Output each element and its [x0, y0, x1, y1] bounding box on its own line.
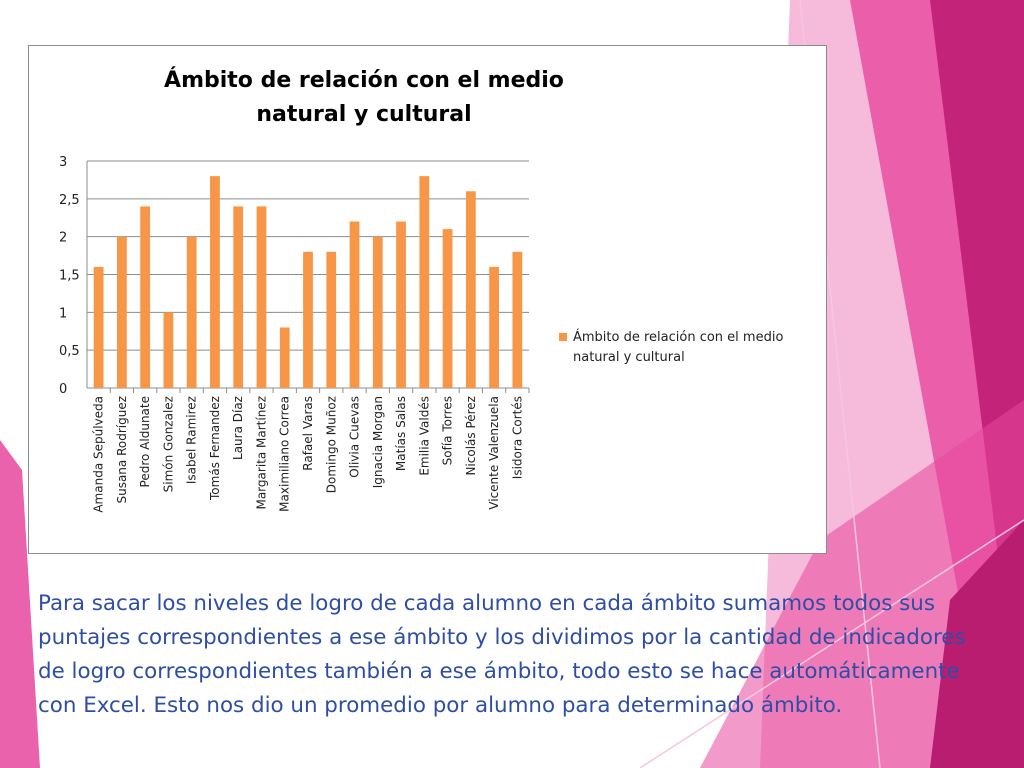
- legend-label: Ámbito de relación con el medio natural …: [573, 330, 784, 365]
- x-category-label: Isabel Ramirez: [185, 396, 199, 484]
- bar: [512, 251, 523, 388]
- bar-chart: 0 0,5 1 1,5 2 2,5 3 Amanda Sepúlveda Susana Rodr…: [59, 155, 530, 513]
- bar: [419, 176, 430, 388]
- bar: [186, 236, 197, 388]
- x-category-label: Ignacia Morgan: [371, 396, 385, 488]
- y-tick-label: 0,5: [59, 344, 80, 359]
- explanation-paragraph: Para sacar los niveles de logro de cada …: [38, 591, 966, 718]
- bar: [117, 236, 127, 388]
- bar: [465, 191, 476, 388]
- x-category-label: Laura Díaz: [231, 396, 245, 460]
- x-category-label: Rafael Varas: [301, 396, 315, 471]
- bar: [489, 266, 499, 388]
- bar: [210, 176, 220, 388]
- x-category-label: Matías Salas: [394, 396, 408, 471]
- bar: [349, 221, 360, 388]
- y-tick-label: 3: [59, 155, 67, 170]
- x-category-label: Simón Gonzalez: [161, 396, 175, 492]
- x-category-label: Amanda Sepúlveda: [92, 396, 106, 513]
- thin-line-b: [639, 519, 1024, 768]
- x-category-label: Olivia Cuevas: [348, 396, 362, 478]
- x-category-label: Vicente Valenzuela: [487, 396, 501, 510]
- bar: [256, 206, 267, 388]
- bar: [140, 206, 151, 388]
- y-tick-label: 1,5: [59, 269, 80, 284]
- bar: [93, 266, 104, 388]
- x-category-label: Margarita Martínez: [254, 396, 268, 510]
- bar: [372, 236, 383, 388]
- bar: [303, 251, 313, 388]
- bar: [279, 327, 290, 388]
- y-tick-label: 1: [59, 306, 67, 321]
- bar: [233, 206, 244, 388]
- magenta-triangle-low: [930, 520, 1024, 768]
- x-category-label: Isidora Cortés: [510, 396, 524, 479]
- x-category-label: Pedro Aldunate: [138, 396, 152, 487]
- x-category-label: Nicolás Pérez: [464, 396, 478, 476]
- bar: [442, 229, 453, 388]
- pink-band-left: [0, 440, 40, 768]
- legend-swatch: [559, 333, 567, 341]
- x-category-label: Susana Rodríguez: [115, 396, 129, 504]
- x-category-label: Tomás Fernandez: [208, 396, 222, 501]
- bar: [326, 251, 337, 388]
- bar: [396, 221, 406, 388]
- x-category-label: Domingo Muñoz: [324, 396, 338, 493]
- chart-area: Ámbito de relación con el medio natural …: [28, 45, 827, 554]
- x-category-label: Sofía Torres: [441, 396, 455, 465]
- y-tick-label: 0: [59, 382, 67, 397]
- bar: [163, 312, 174, 388]
- y-tick-label: 2: [59, 231, 67, 246]
- y-tick-label: 2,5: [59, 193, 80, 208]
- x-category-label: Maximiliano Correa: [278, 396, 292, 512]
- x-category-label: Emilia Valdés: [417, 396, 431, 476]
- chart-title: Ámbito de relación con el medio natural …: [164, 68, 564, 127]
